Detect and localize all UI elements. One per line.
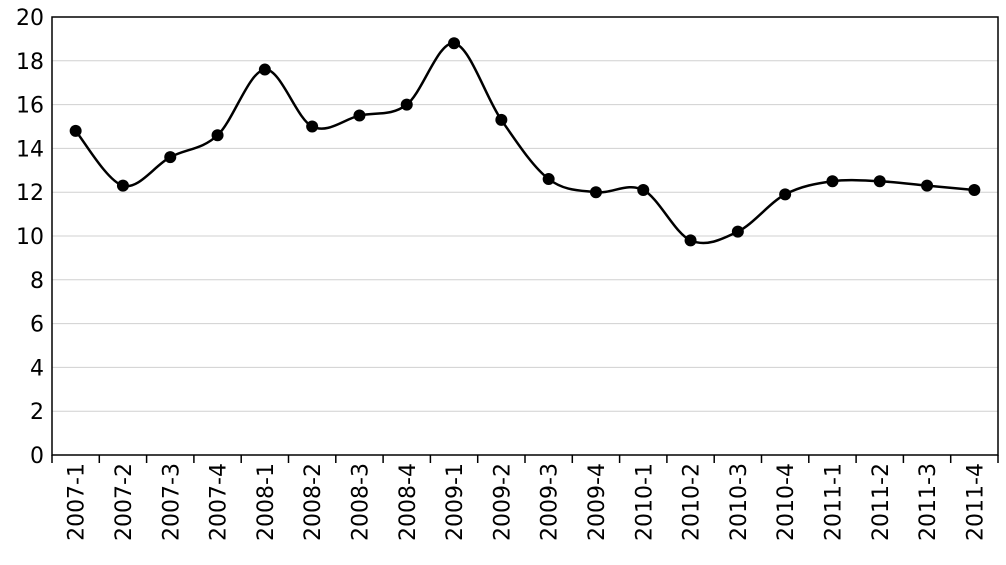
x-tick-label: 2010-1 (632, 463, 657, 541)
marker (258, 63, 271, 76)
x-tick-label: 2009-2 (490, 463, 515, 541)
x-tick-label: 2008-4 (396, 463, 421, 541)
marker (116, 179, 129, 192)
x-tick-label: 2008-2 (301, 463, 326, 541)
marker (873, 175, 886, 188)
marker (731, 225, 744, 238)
marker (495, 113, 508, 126)
marker (968, 184, 981, 197)
marker (542, 173, 555, 186)
x-tick-label: 2008-1 (254, 463, 279, 541)
x-tick-label: 2007-1 (65, 463, 90, 541)
marker (684, 234, 697, 247)
y-tick-label: 4 (30, 356, 44, 381)
x-tick-label: 2010-3 (727, 463, 752, 541)
marker (589, 186, 602, 199)
marker (69, 124, 82, 137)
y-tick-label: 14 (16, 137, 44, 162)
x-tick-label: 2011-4 (963, 463, 988, 541)
x-tick-label: 2009-1 (443, 463, 468, 541)
y-tick-label: 0 (30, 444, 44, 469)
x-tick-label: 2007-3 (159, 463, 184, 541)
x-tick-label: 2008-3 (348, 463, 373, 541)
x-tick-label: 2009-3 (538, 463, 563, 541)
marker (448, 37, 461, 50)
marker (826, 175, 839, 188)
y-tick-label: 6 (30, 313, 44, 338)
line (74, 42, 975, 245)
x-tick-label: 2011-1 (821, 463, 846, 541)
marker (400, 98, 413, 111)
x-tick-label: 2011-2 (869, 463, 894, 541)
marker (353, 109, 366, 122)
marker (306, 120, 319, 133)
x-tick-label: 2009-4 (585, 463, 610, 541)
marker (921, 179, 934, 192)
y-tick-label: 8 (30, 269, 44, 294)
x-tick-label: 2007-2 (112, 463, 137, 541)
y-tick-label: 2 (30, 400, 44, 425)
marker (779, 188, 792, 201)
x-tick-label: 2010-4 (774, 463, 799, 541)
x-tick-label: 2011-3 (916, 463, 941, 541)
y-tick-label: 12 (16, 181, 44, 206)
marker (637, 184, 650, 197)
y-tick-label: 16 (16, 94, 44, 119)
y-tick-label: 20 (16, 6, 44, 31)
y-tick-label: 10 (16, 225, 44, 250)
x-tick-label: 2010-2 (680, 463, 705, 541)
marker (164, 151, 177, 164)
x-tick-label: 2007-4 (207, 463, 232, 541)
marker (211, 129, 224, 142)
y-tick-label: 18 (16, 50, 44, 75)
